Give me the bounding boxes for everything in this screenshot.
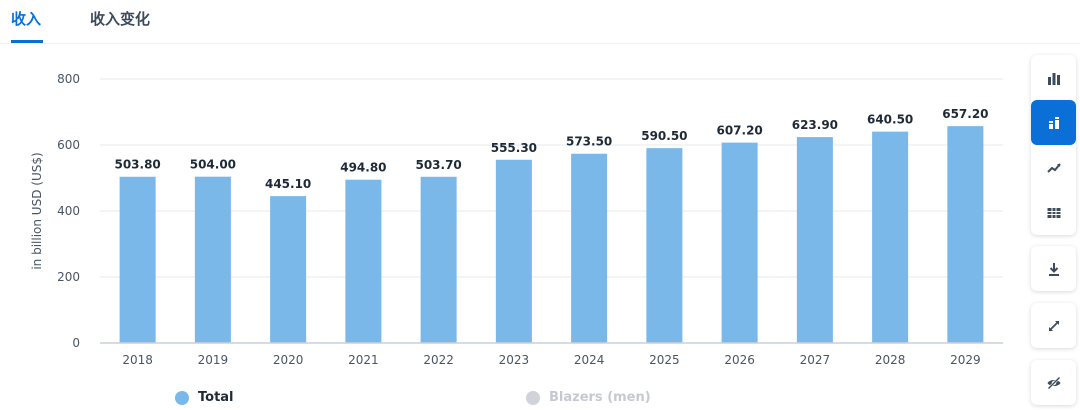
bar-chart: 503.80 504.00 445.10 494.80 503.70 555.30 573.…: [30, 72, 1003, 367]
fullscreen-icon: [1048, 320, 1059, 331]
stacked-bar-icon: [1048, 116, 1059, 129]
stacked-bar-button[interactable]: [1031, 100, 1076, 145]
bar-2027[interactable]: [796, 137, 833, 343]
active-tab-indicator: [11, 40, 43, 43]
download-icon: [1048, 262, 1059, 276]
y-tick-label: 200: [57, 270, 80, 284]
tab-revenue-change[interactable]: 收入变化: [90, 10, 151, 28]
bar-2023[interactable]: [495, 159, 532, 343]
tab-revenue[interactable]: 收入: [11, 10, 42, 28]
fullscreen-button[interactable]: [1031, 303, 1076, 348]
x-tick-label: 2024: [574, 353, 605, 367]
download-button[interactable]: [1031, 246, 1076, 291]
legend-item-blazers-men[interactable]: Blazers (men): [526, 390, 651, 405]
y-tick-label: 600: [57, 138, 80, 152]
data-label-2021: 494.80: [340, 161, 386, 175]
legend-label-total: Total: [198, 390, 234, 405]
visibility-toolbar: [1031, 360, 1076, 405]
x-tick-label: 2026: [724, 353, 755, 367]
bar-chart-icon: [1047, 72, 1060, 85]
table-button[interactable]: [1031, 190, 1076, 235]
y-axis-label: in billion USD (US$): [30, 152, 44, 269]
bar-2025[interactable]: [646, 148, 683, 343]
legend-dot-total: [175, 390, 189, 405]
legend-item-total[interactable]: Total: [175, 390, 234, 405]
x-tick-label: 2019: [198, 353, 229, 367]
x-tick-label: 2021: [348, 353, 379, 367]
x-tick-label: 2023: [499, 353, 530, 367]
bar-2024[interactable]: [571, 153, 608, 343]
data-label-2026: 607.20: [716, 124, 762, 138]
download-toolbar: [1031, 246, 1076, 291]
x-tick-label: 2018: [122, 353, 153, 367]
line-chart-button[interactable]: [1031, 145, 1076, 190]
bar-2028[interactable]: [872, 131, 909, 343]
data-label-2024: 573.50: [566, 135, 612, 149]
table-icon: [1047, 207, 1060, 218]
bar-2029[interactable]: [947, 126, 984, 344]
bar-2022[interactable]: [420, 176, 457, 343]
data-label-2025: 590.50: [641, 129, 687, 143]
bar-2020[interactable]: [270, 196, 307, 343]
legend-dot-blazers-men: [526, 390, 540, 405]
data-label-2019: 504.00: [190, 158, 236, 172]
bar-2026[interactable]: [721, 142, 758, 343]
y-tick-label: 800: [57, 72, 80, 86]
data-label-2027: 623.90: [792, 118, 838, 132]
x-tick-label: 2020: [273, 353, 304, 367]
x-tick-label: 2029: [950, 353, 981, 367]
bar-chart-button[interactable]: [1031, 55, 1076, 100]
tab-bar: 收入 收入变化: [0, 0, 1080, 44]
hide-button[interactable]: [1031, 360, 1076, 405]
chart-type-toolbar: [1031, 55, 1076, 235]
data-label-2018: 503.80: [114, 158, 160, 172]
data-label-2028: 640.50: [867, 113, 913, 127]
bar-2019[interactable]: [194, 176, 231, 343]
bar-2021[interactable]: [345, 179, 382, 343]
fullscreen-toolbar: [1031, 303, 1076, 348]
line-chart-icon: [1046, 162, 1061, 173]
data-label-2020: 445.10: [265, 177, 311, 191]
data-label-2029: 657.20: [942, 107, 988, 121]
bar-2018[interactable]: [119, 176, 156, 343]
y-tick-label: 0: [72, 336, 80, 350]
legend-label-blazers-men: Blazers (men): [549, 390, 651, 405]
x-tick-label: 2027: [800, 353, 831, 367]
x-tick-label: 2028: [875, 353, 906, 367]
hide-icon: [1047, 376, 1060, 389]
x-tick-label: 2025: [649, 353, 680, 367]
x-tick-label: 2022: [423, 353, 454, 367]
data-label-2023: 555.30: [491, 141, 537, 155]
data-label-2022: 503.70: [415, 158, 461, 172]
y-tick-label: 400: [57, 204, 80, 218]
